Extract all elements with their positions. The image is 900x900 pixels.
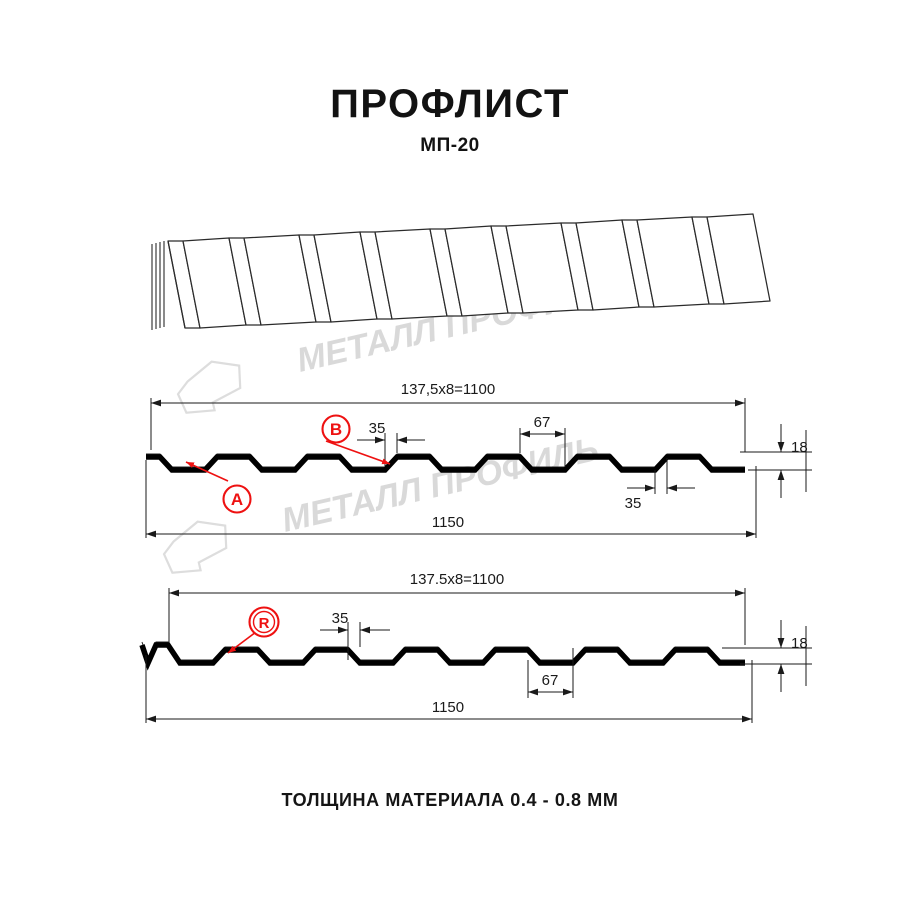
dimension-label-overall-working: 137.5x8=1100 (410, 571, 504, 588)
dimension-crest (519, 428, 566, 467)
dimension-label-valley-top: 35 (369, 420, 386, 437)
dimension-valley-bottom (627, 458, 695, 494)
profile-outline (139, 642, 745, 671)
dimension-crest (527, 648, 574, 698)
callout-circle (222, 484, 252, 514)
dimension-label-crest: 67 (542, 672, 559, 689)
dimension-label-valley-top: 35 (332, 610, 349, 627)
dimension-overall-working (168, 588, 746, 645)
profile-outline (146, 454, 745, 473)
dimension-height (740, 424, 812, 498)
callout-label-a: A (231, 490, 243, 509)
callout-r: R (227, 606, 280, 654)
watermark-logo-shape (162, 520, 228, 574)
dimension-height (722, 620, 812, 692)
corrugation-unit (429, 222, 579, 317)
corrugation-unit (298, 228, 448, 323)
callout-label-b: B (330, 420, 342, 439)
title-block: ПРОФЛИСТ МП-20 (0, 84, 900, 155)
dimension-overall-total (145, 460, 757, 538)
dimension-valley-top (320, 622, 390, 660)
dimension-label-height: 18 (791, 439, 808, 456)
dimension-overall-total (145, 655, 753, 723)
page-title: ПРОФЛИСТ (330, 82, 570, 126)
callout-b: B (321, 414, 391, 465)
callout-circle-inner (252, 610, 276, 634)
material-thickness-label: ТОЛЩИНА МАТЕРИАЛА 0.4 - 0.8 ММ (281, 790, 619, 810)
corrugation-unit (167, 234, 317, 329)
callout-label-r: R (259, 615, 270, 632)
edge-fold-lines (151, 241, 165, 330)
profile-thickness-line (146, 453, 745, 468)
callout-a: A (185, 461, 252, 514)
section-view-front: 137,5x8=1100 1150 35 67 (145, 381, 812, 538)
callout-circle (321, 414, 351, 444)
corrugation-unit (691, 213, 771, 305)
corrugation-unit (560, 216, 710, 311)
watermark-logo-shape (176, 360, 242, 414)
dimension-label-overall-total: 1150 (432, 514, 464, 531)
isometric-profile-view (151, 213, 771, 330)
dimension-label-overall-total: 1150 (432, 699, 464, 716)
profile-thickness-line (141, 641, 745, 662)
dimension-label-crest: 67 (534, 414, 551, 431)
model-designation: МП-20 (420, 135, 480, 156)
dimension-overall-working (150, 398, 746, 452)
dimension-label-valley-bottom: 35 (625, 495, 642, 512)
dimension-label-height: 18 (791, 635, 808, 652)
dimension-label-overall-working: 137,5x8=1100 (401, 381, 495, 398)
footer-block: ТОЛЩИНА МАТЕРИАЛА 0.4 - 0.8 ММ (0, 790, 900, 811)
section-view-reverse: 137.5x8=1100 1150 35 67 (139, 571, 812, 723)
